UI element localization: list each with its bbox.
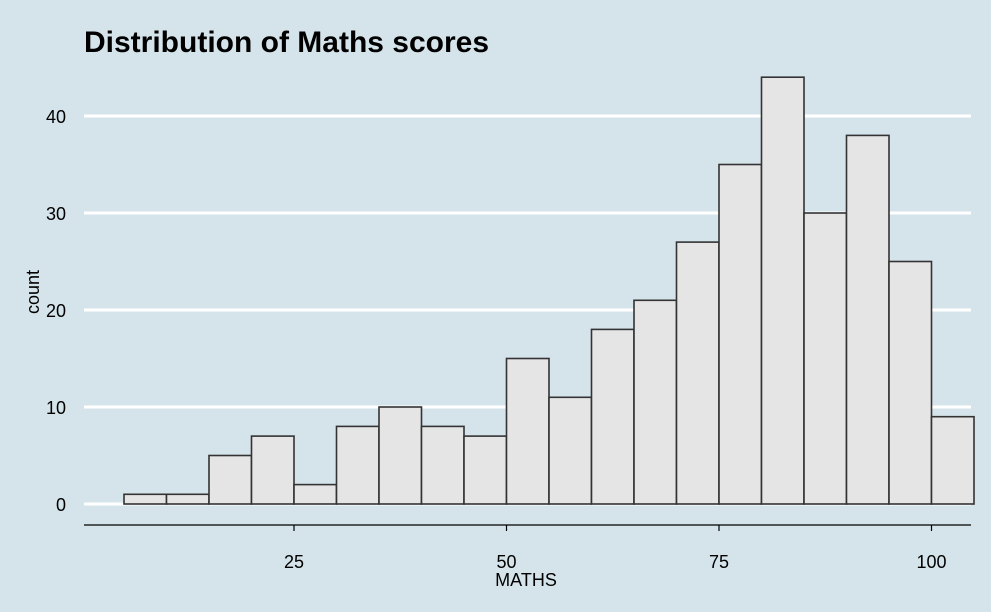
x-tick-label-100: 100	[916, 552, 946, 572]
histogram-bar-3	[250, 435, 295, 505]
x-tick-label-25: 25	[284, 552, 304, 572]
histogram-bar-7	[420, 425, 465, 505]
histogram-bars	[123, 76, 975, 505]
histogram-bar-4	[293, 483, 338, 505]
y-tick-label-20: 20	[46, 301, 66, 321]
histogram-bar-1	[165, 493, 210, 505]
y-axis-label: count	[23, 270, 43, 314]
histogram-bar-19	[930, 415, 975, 505]
y-tick-label-0: 0	[56, 495, 66, 515]
y-axis-ticks: 0 10 20 30 40	[46, 107, 66, 515]
y-tick-label-10: 10	[46, 398, 66, 418]
histogram-bar-5	[335, 425, 380, 505]
histogram-bar-17	[845, 134, 890, 505]
histogram-bar-10	[548, 396, 593, 505]
y-tick-label-30: 30	[46, 204, 66, 224]
x-tick-label-75: 75	[709, 552, 729, 572]
histogram-bar-11	[590, 328, 635, 505]
histogram-bar-12	[633, 299, 678, 505]
histogram-bar-15	[760, 76, 805, 505]
histogram-bar-13	[675, 241, 720, 505]
histogram-bar-2	[208, 454, 253, 505]
histogram-bar-8	[463, 435, 508, 505]
histogram-bar-14	[718, 163, 763, 505]
histogram-bar-0	[123, 493, 168, 505]
histogram-bar-9	[505, 357, 550, 505]
histogram-bar-6	[378, 406, 423, 505]
x-axis-label: MATHS	[495, 570, 557, 590]
histogram-bar-18	[888, 260, 933, 505]
x-tick-label-50: 50	[496, 552, 516, 572]
chart-title: Distribution of Maths scores	[84, 26, 489, 59]
y-tick-label-40: 40	[46, 107, 66, 127]
histogram-bar-16	[803, 212, 848, 505]
x-axis-ticks: 25 50 75 100	[284, 525, 947, 572]
